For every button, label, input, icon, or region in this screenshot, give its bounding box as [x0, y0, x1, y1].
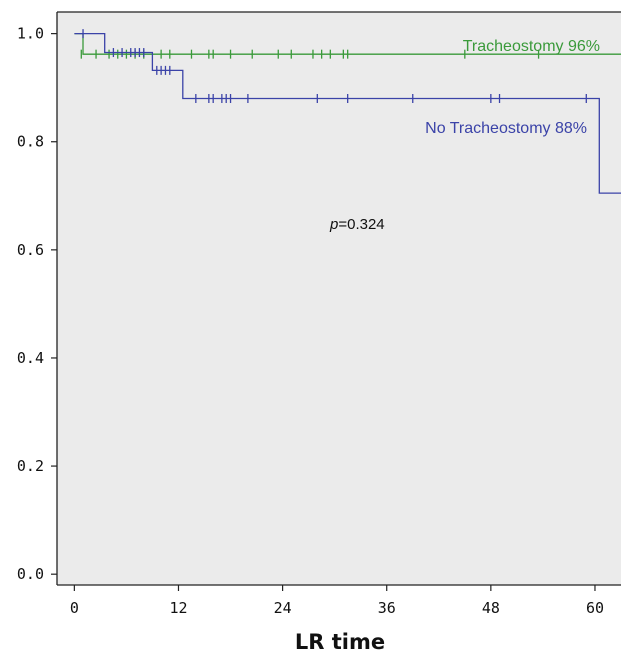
p-value-text: =0.324: [338, 216, 384, 233]
x-axis-title: LR time: [295, 630, 385, 654]
x-tick-label: 48: [482, 599, 500, 617]
y-tick-label: 0.8: [17, 133, 44, 151]
x-tick-label: 60: [586, 599, 604, 617]
survival-curve-no-tracheostomy: [74, 32, 621, 194]
y-tick-label: 0.0: [17, 565, 44, 583]
y-tick-label: 0.6: [17, 241, 44, 259]
p-value-annotation: p=0.324: [329, 216, 385, 233]
y-tick-label: 0.2: [17, 457, 44, 475]
p-value-italic: p: [329, 216, 338, 233]
ticks-layer: 0 12 24 36 48 60 0.0 0.2 0.4 0.6 0.8 1.0: [17, 25, 604, 617]
y-tick-label: 1.0: [17, 25, 44, 43]
series-label-tracheostomy: Tracheostomy 96%: [463, 38, 600, 55]
series-layer: [74, 29, 621, 194]
x-tick-label: 36: [378, 599, 396, 617]
x-tick-label: 24: [274, 599, 292, 617]
x-tick-label: 0: [70, 599, 79, 617]
y-tick-label: 0.4: [17, 349, 44, 367]
series-label-no-tracheostomy: No Tracheostomy 88%: [425, 120, 587, 137]
plot-background: [57, 12, 621, 585]
x-tick-label: 12: [169, 599, 187, 617]
